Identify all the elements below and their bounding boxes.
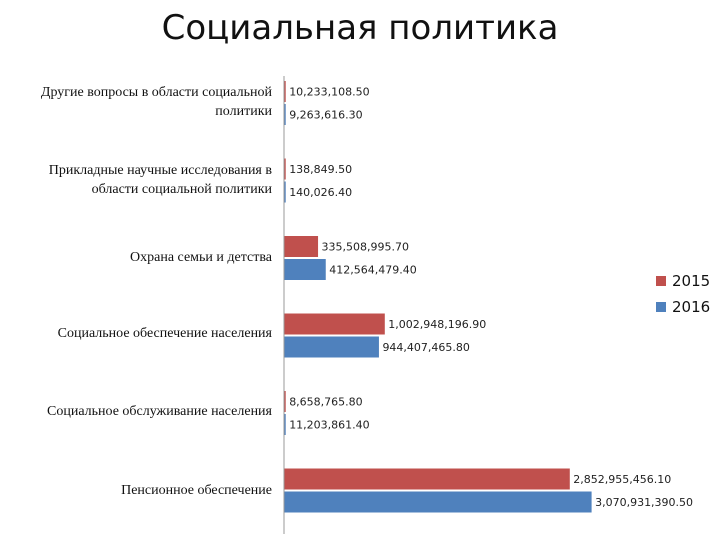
- legend-label: 2015: [672, 272, 711, 290]
- data-label: 412,564,479.40: [329, 264, 416, 277]
- bar-2015: [284, 468, 570, 490]
- data-label: 138,849.50: [289, 163, 352, 176]
- data-label: 140,026.40: [289, 186, 352, 199]
- legend-swatch: [656, 302, 666, 312]
- legend-item: 2016: [656, 298, 710, 316]
- category-label: Прикладные научные исследования в област…: [48, 163, 272, 197]
- bar-2016: [284, 414, 286, 435]
- category-label: Другие вопросы в области социальной поли…: [40, 85, 272, 119]
- bar-2016: [284, 181, 286, 203]
- data-label: 944,407,465.80: [382, 341, 469, 354]
- data-label: 10,233,108.50: [289, 86, 369, 99]
- category-label: Пенсионное обеспечение: [121, 483, 272, 498]
- bar-2016: [284, 491, 592, 513]
- legend-label: 2016: [672, 298, 711, 316]
- chart-title: Социальная политика: [161, 8, 559, 48]
- legend-item: 2015: [656, 272, 710, 290]
- bar-2015: [284, 313, 385, 335]
- bar-2015: [284, 158, 286, 180]
- data-label: 3,070,931,390.50: [595, 496, 693, 509]
- data-label: 9,263,616.30: [289, 109, 362, 122]
- bar-2015: [284, 236, 319, 257]
- category-label: Социальное обслуживание населения: [47, 404, 272, 419]
- legend-swatch: [656, 276, 666, 286]
- data-label: 335,508,995.70: [322, 241, 409, 254]
- bar-2015: [284, 81, 286, 102]
- bar-2016: [284, 336, 379, 358]
- data-label: 1,002,948,196.90: [388, 318, 486, 331]
- bar-2016: [284, 104, 286, 125]
- category-label: Охрана семьи и детства: [130, 250, 272, 265]
- data-label: 2,852,955,456.10: [573, 473, 671, 486]
- category-label: Социальное обеспечение населения: [57, 326, 272, 341]
- data-label: 8,658,765.80: [289, 396, 362, 409]
- data-label: 11,203,861.40: [289, 419, 369, 432]
- bar-2016: [284, 259, 326, 280]
- bar-2015: [284, 391, 286, 412]
